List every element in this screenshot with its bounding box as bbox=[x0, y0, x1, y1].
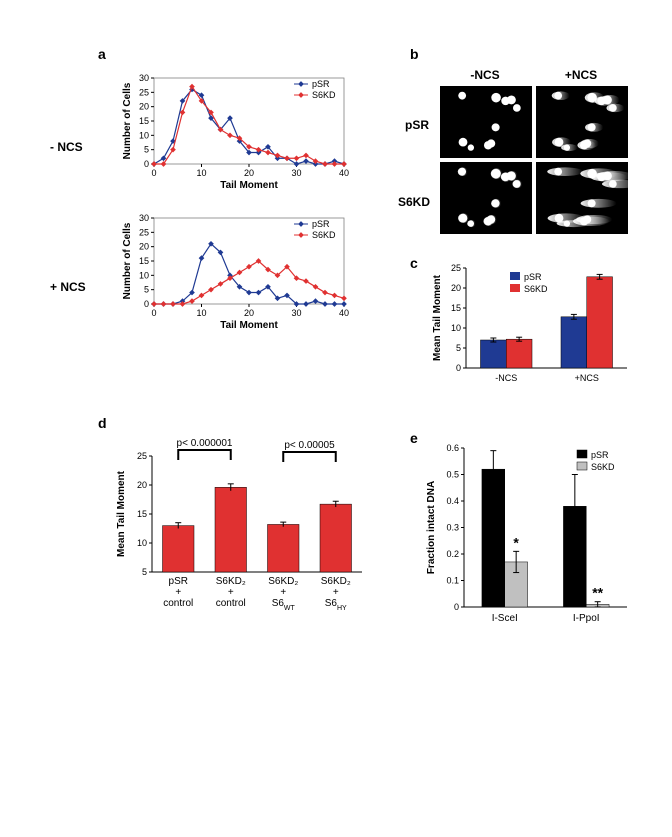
svg-text:0: 0 bbox=[151, 308, 156, 318]
svg-text:Mean Tail Moment: Mean Tail Moment bbox=[432, 274, 443, 361]
svg-text:Mean Tail Moment: Mean Tail Moment bbox=[116, 470, 127, 557]
svg-text:control: control bbox=[163, 598, 193, 609]
svg-text:0: 0 bbox=[144, 159, 149, 169]
svg-text:15: 15 bbox=[139, 116, 149, 126]
svg-text:10: 10 bbox=[137, 538, 147, 548]
panel-a-chart-minus-ncs: 0 5 10 15 20 25 30 0 10 20 30 40 Tail Moment Number o… bbox=[120, 70, 350, 190]
svg-text:0: 0 bbox=[144, 299, 149, 309]
svg-text:pSR: pSR bbox=[524, 272, 542, 282]
svg-text:+: + bbox=[175, 587, 181, 598]
svg-text:pSR: pSR bbox=[591, 450, 609, 460]
panel-b-row-s6kd: S6KD bbox=[398, 195, 430, 209]
svg-text:40: 40 bbox=[339, 168, 349, 178]
svg-text:0.5: 0.5 bbox=[446, 470, 459, 480]
svg-text:10: 10 bbox=[139, 270, 149, 280]
svg-text:Tail Moment: Tail Moment bbox=[220, 320, 278, 330]
svg-text:0.6: 0.6 bbox=[446, 443, 459, 453]
svg-text:control: control bbox=[216, 598, 246, 609]
panel-a-row-label-plus: + NCS bbox=[50, 280, 86, 294]
svg-text:0.4: 0.4 bbox=[446, 496, 459, 506]
svg-text:p< 0.00005: p< 0.00005 bbox=[284, 440, 335, 451]
svg-text:20: 20 bbox=[244, 308, 254, 318]
svg-text:0: 0 bbox=[151, 168, 156, 178]
panel-e-label: e bbox=[410, 430, 418, 446]
svg-text:0.1: 0.1 bbox=[446, 576, 459, 586]
svg-text:20: 20 bbox=[139, 242, 149, 252]
svg-text:5: 5 bbox=[144, 285, 149, 295]
svg-text:20: 20 bbox=[139, 102, 149, 112]
svg-text:+NCS: +NCS bbox=[575, 373, 599, 383]
svg-text:p< 0.000001: p< 0.000001 bbox=[177, 438, 233, 449]
svg-text:Number of Cells: Number of Cells bbox=[122, 82, 133, 159]
panel-d-label: d bbox=[98, 415, 107, 431]
svg-text:Number of Cells: Number of Cells bbox=[122, 222, 133, 299]
svg-text:10: 10 bbox=[196, 308, 206, 318]
svg-text:25: 25 bbox=[139, 87, 149, 97]
svg-text:10: 10 bbox=[196, 168, 206, 178]
svg-text:S6KD: S6KD bbox=[312, 230, 336, 240]
svg-text:0.2: 0.2 bbox=[446, 549, 459, 559]
comet-image-psr-plus bbox=[536, 86, 628, 158]
panel-b-col-minus: -NCS bbox=[440, 68, 530, 82]
svg-text:15: 15 bbox=[451, 303, 461, 313]
svg-text:15: 15 bbox=[137, 509, 147, 519]
svg-text:5: 5 bbox=[144, 145, 149, 155]
svg-text:+: + bbox=[280, 587, 286, 598]
panel-d-chart: 510152025Mean Tail MomentpSR+controlS6KD… bbox=[110, 420, 370, 630]
svg-text:40: 40 bbox=[339, 308, 349, 318]
svg-text:20: 20 bbox=[244, 168, 254, 178]
svg-text:S6WT: S6WT bbox=[272, 598, 296, 612]
svg-text:Fraction intact DNA: Fraction intact DNA bbox=[426, 481, 437, 574]
svg-text:Tail Moment: Tail Moment bbox=[220, 180, 278, 190]
panel-b-label: b bbox=[410, 46, 419, 62]
svg-text:S6KD₂: S6KD₂ bbox=[268, 576, 298, 587]
panel-a-label: a bbox=[98, 46, 106, 62]
panel-a-row-label-minus: - NCS bbox=[50, 140, 83, 154]
svg-text:*: * bbox=[513, 534, 519, 550]
svg-text:**: ** bbox=[592, 585, 603, 601]
svg-text:+: + bbox=[333, 587, 339, 598]
panel-b-col-plus: +NCS bbox=[536, 68, 626, 82]
panel-e-chart: 0 0.1 0.2 0.3 0.4 0.5 0.6 Fraction intact DNA I-… bbox=[420, 438, 635, 633]
svg-text:I-PpoI: I-PpoI bbox=[573, 613, 600, 624]
svg-text:25: 25 bbox=[139, 227, 149, 237]
svg-text:30: 30 bbox=[139, 213, 149, 223]
panel-b-row-psr: pSR bbox=[405, 118, 429, 132]
panel-c-label: c bbox=[410, 255, 418, 271]
svg-text:0.3: 0.3 bbox=[446, 523, 459, 533]
svg-text:30: 30 bbox=[139, 73, 149, 83]
comet-image-s6kd-plus bbox=[536, 162, 628, 234]
svg-text:S6KD: S6KD bbox=[312, 90, 336, 100]
panel-a-chart-plus-ncs: 0 5 10 15 20 25 30 0 10 20 30 40 Tail Moment Number o… bbox=[120, 210, 350, 330]
svg-text:0: 0 bbox=[456, 363, 461, 373]
svg-text:0: 0 bbox=[454, 602, 459, 612]
svg-text:5: 5 bbox=[456, 343, 461, 353]
svg-text:+: + bbox=[228, 587, 234, 598]
comet-image-s6kd-minus bbox=[440, 162, 532, 234]
panel-c-chart: 0 5 10 15 20 25 Mean Tail Moment -NCS +NCS pSR S6K… bbox=[428, 260, 633, 390]
svg-text:S6KD: S6KD bbox=[524, 284, 548, 294]
svg-text:25: 25 bbox=[137, 451, 147, 461]
svg-text:I-SceI: I-SceI bbox=[492, 613, 518, 624]
svg-text:pSR: pSR bbox=[312, 79, 330, 89]
svg-text:30: 30 bbox=[291, 308, 301, 318]
svg-text:20: 20 bbox=[451, 283, 461, 293]
svg-text:S6KD: S6KD bbox=[591, 462, 615, 472]
svg-text:15: 15 bbox=[139, 256, 149, 266]
svg-text:10: 10 bbox=[451, 323, 461, 333]
svg-text:S6HY: S6HY bbox=[325, 598, 347, 612]
svg-text:S6KD₂: S6KD₂ bbox=[216, 576, 246, 587]
svg-text:25: 25 bbox=[451, 263, 461, 273]
svg-text:pSR: pSR bbox=[312, 219, 330, 229]
svg-text:S6KD₂: S6KD₂ bbox=[321, 576, 351, 587]
svg-text:10: 10 bbox=[139, 130, 149, 140]
svg-text:pSR: pSR bbox=[169, 576, 188, 587]
svg-text:20: 20 bbox=[137, 480, 147, 490]
svg-text:5: 5 bbox=[142, 567, 147, 577]
svg-text:-NCS: -NCS bbox=[495, 373, 517, 383]
comet-image-psr-minus bbox=[440, 86, 532, 158]
svg-text:30: 30 bbox=[291, 168, 301, 178]
